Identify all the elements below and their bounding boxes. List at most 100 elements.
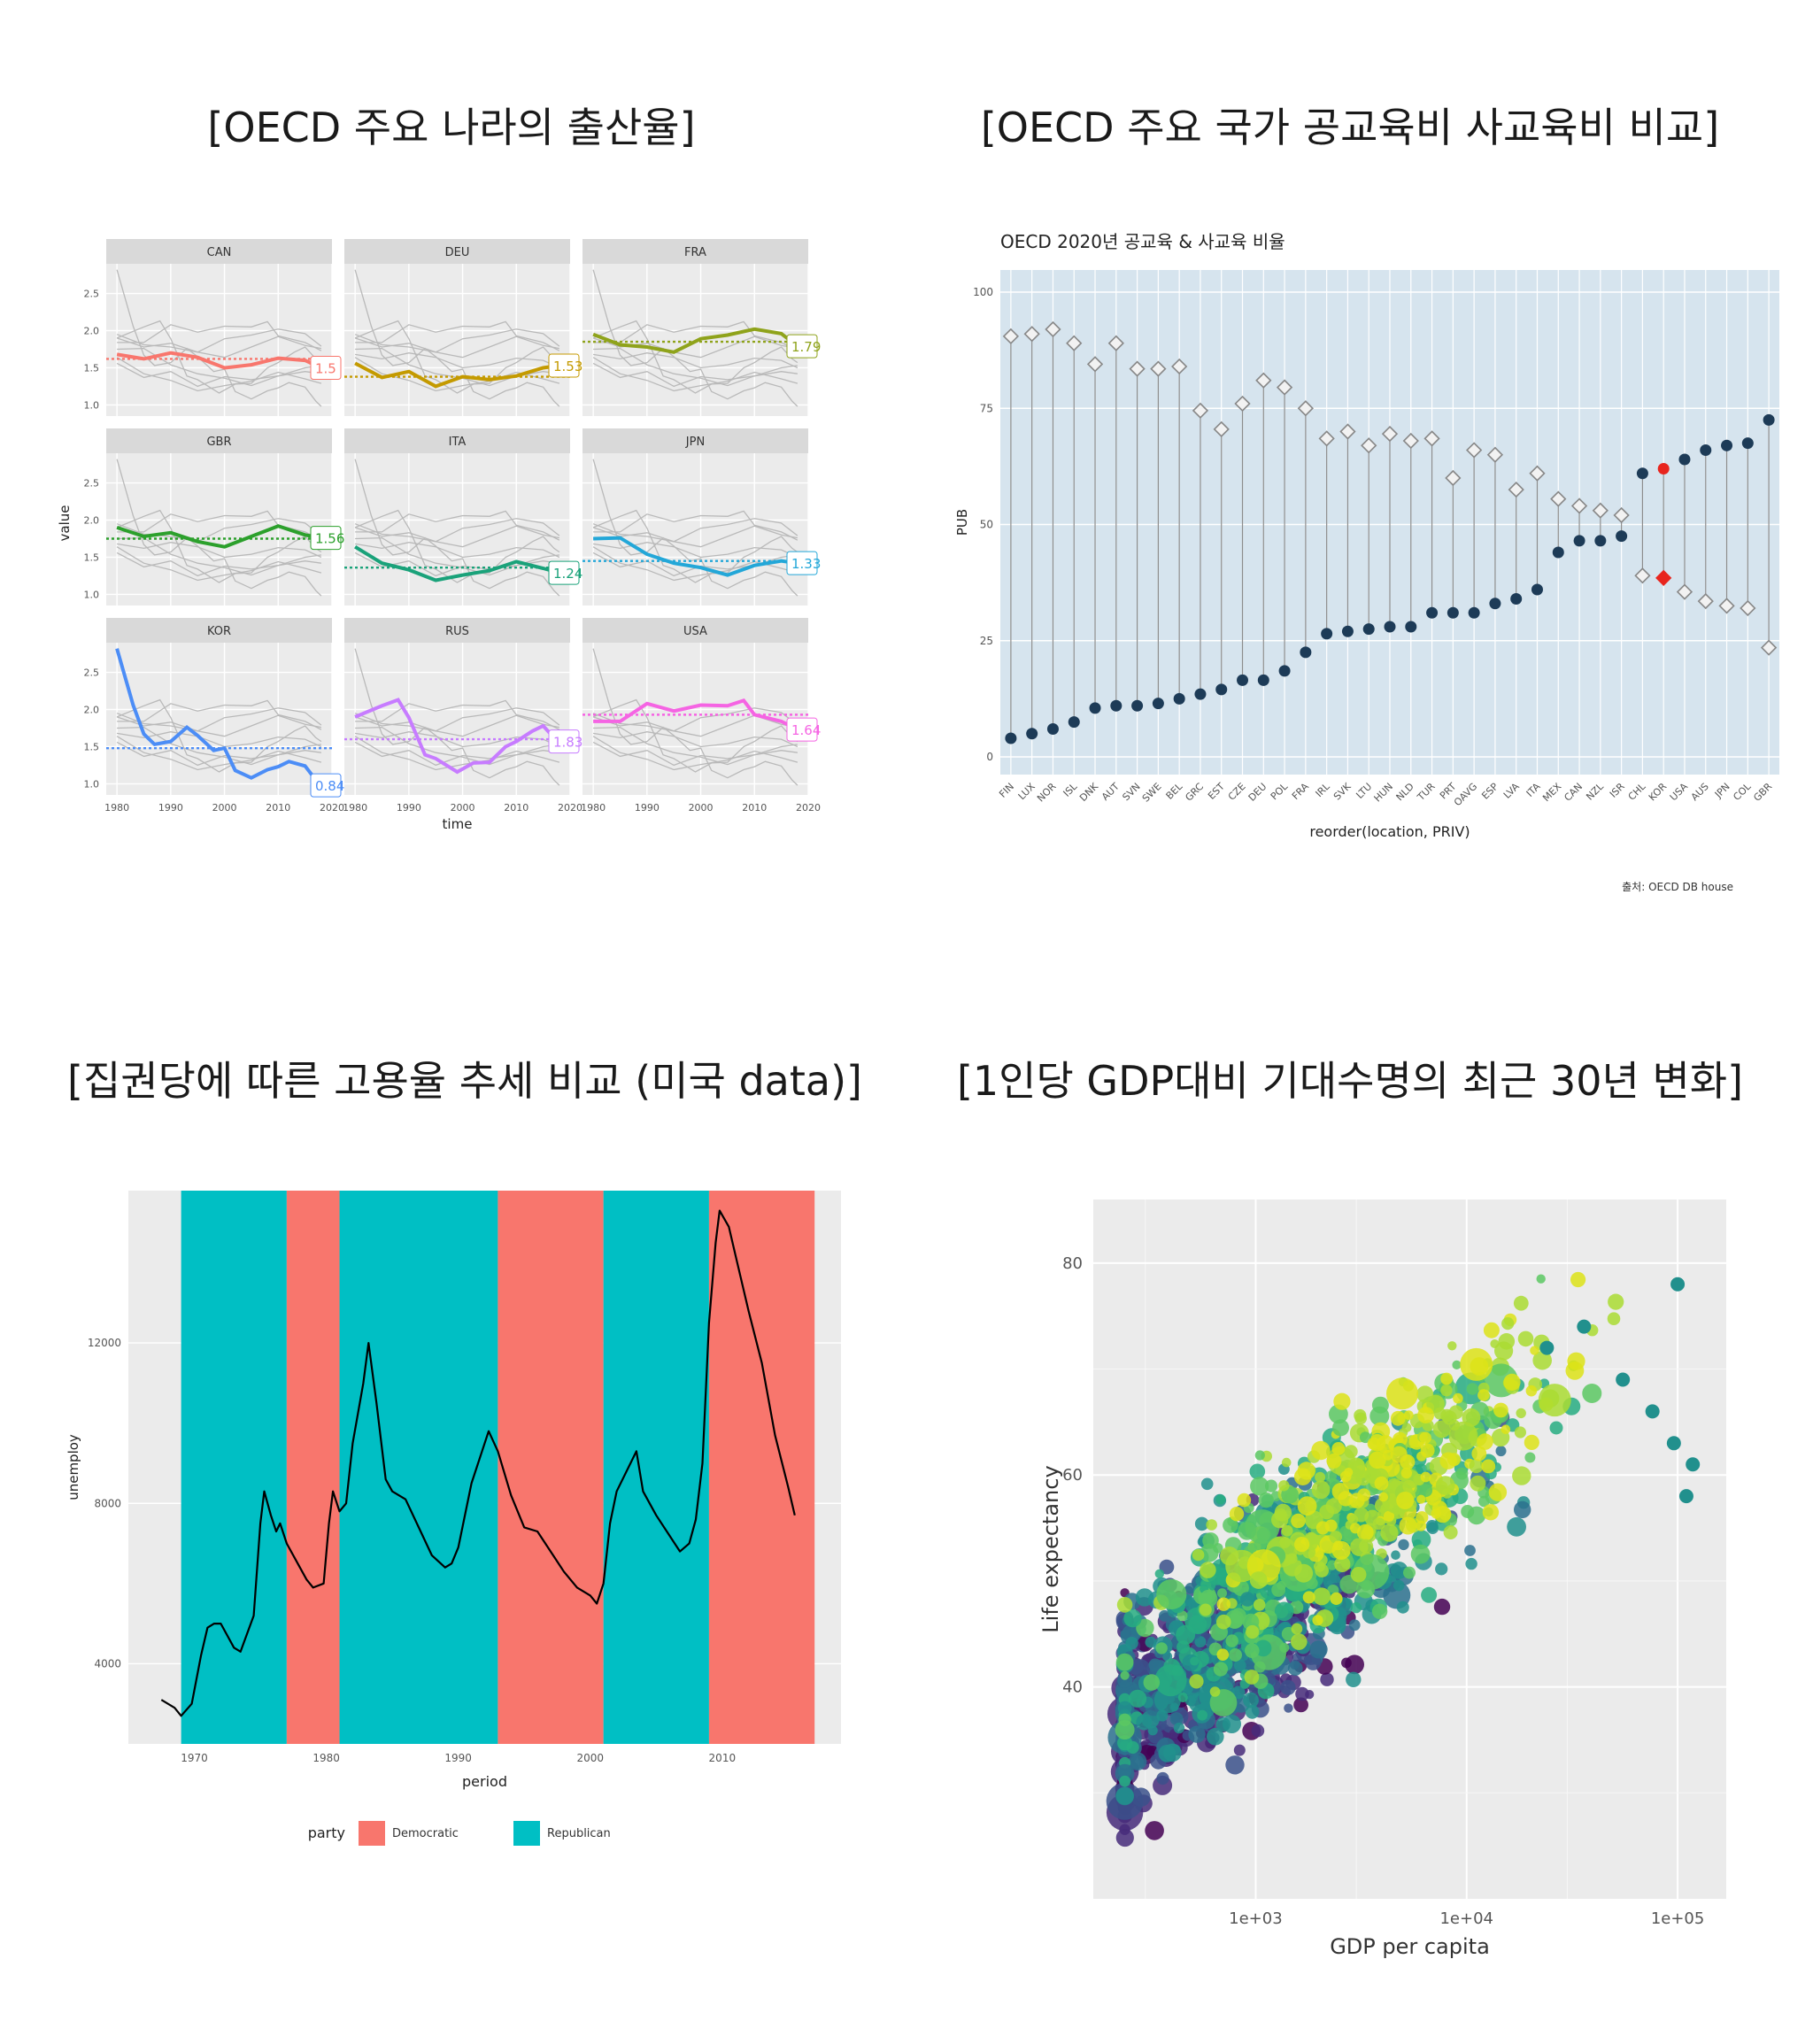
background-series-line (354, 736, 560, 771)
series-line-jpn (593, 536, 798, 577)
data-point (1453, 1392, 1463, 1404)
facet-strip (582, 428, 808, 453)
x-tick-label: CZE (1226, 781, 1248, 803)
x-tick-label: LTU (1354, 781, 1374, 801)
pub-diamond (1129, 360, 1146, 377)
background-series-line (592, 731, 798, 748)
data-point (1378, 1492, 1388, 1502)
data-point (1202, 1532, 1219, 1549)
background-series-line (592, 542, 798, 559)
data-point (1117, 1701, 1132, 1716)
facet-label: FRA (684, 246, 706, 259)
facet-label: USA (683, 625, 707, 638)
data-point (1371, 1603, 1388, 1619)
end-label-box (786, 551, 818, 575)
data-point (1237, 1493, 1252, 1508)
data-point (1532, 1350, 1552, 1370)
data-point (1123, 1608, 1142, 1628)
facet-strip (106, 239, 332, 264)
end-label: 1.53 (553, 359, 582, 374)
data-point (1396, 1600, 1409, 1614)
background-series-line (117, 726, 321, 766)
data-point (1354, 1408, 1367, 1423)
data-point (1119, 1775, 1130, 1787)
data-point (1216, 1648, 1230, 1661)
background-series-line (354, 336, 560, 359)
data-point (1194, 1516, 1209, 1531)
y-tick-label: 80 (1062, 1254, 1083, 1273)
x-tick-label: SVK (1331, 780, 1354, 802)
end-label: 1.79 (791, 339, 821, 355)
x-tick-label: NLD (1394, 781, 1416, 803)
data-point (1159, 1559, 1175, 1575)
data-point (1512, 1466, 1531, 1485)
data-point (1320, 1672, 1334, 1686)
data-point (1616, 1372, 1631, 1387)
data-point (1440, 1385, 1453, 1397)
end-label-box (786, 334, 818, 359)
data-point (1396, 1492, 1415, 1509)
background-series-line (116, 698, 322, 773)
data-point (1455, 1467, 1469, 1480)
data-point (1403, 1566, 1416, 1579)
data-point (1332, 1419, 1349, 1437)
data-point (1372, 1517, 1385, 1531)
data-point (1331, 1483, 1349, 1500)
background-series-line (592, 320, 798, 394)
pub-diamond (1213, 420, 1230, 438)
title-life-expectancy: [1인당 GDP대비 기대수명의 최근 30년 변화] (956, 1057, 1744, 1105)
data-point (1330, 1592, 1343, 1605)
pub-diamond (1445, 469, 1462, 487)
x-tick-label: ISR (1608, 781, 1627, 800)
title-education: [OECD 주요 국가 공교육비 사교육비 비교] (980, 104, 1720, 151)
priv-dot (1046, 723, 1059, 735)
data-point (1313, 1587, 1331, 1606)
data-point (1400, 1467, 1412, 1479)
data-point (1223, 1517, 1238, 1533)
data-point (1156, 1771, 1169, 1786)
x-tick-label: 1990 (444, 1752, 472, 1764)
priv-dot (1194, 688, 1207, 700)
data-point (1401, 1423, 1412, 1432)
pub-diamond (1276, 379, 1293, 396)
background-series-line (592, 509, 798, 583)
title-fertility: [OECD 주요 나라의 출산율] (207, 104, 696, 151)
priv-dot (1405, 621, 1417, 633)
priv-dot (1278, 665, 1291, 677)
pub-diamond (1107, 335, 1124, 351)
data-point (1348, 1619, 1361, 1631)
data-point (1115, 1653, 1134, 1671)
data-point (1524, 1452, 1536, 1463)
x-tick-label: IRL (1314, 780, 1333, 799)
y-tick-label: 2.0 (84, 515, 100, 527)
data-point (1350, 1538, 1369, 1556)
pub-diamond (1570, 498, 1588, 514)
x-tick-label: ESP (1479, 781, 1501, 802)
data-point (1398, 1539, 1409, 1551)
background-series-line (355, 726, 559, 766)
priv-dot (1700, 444, 1712, 456)
data-point (1120, 1670, 1130, 1680)
facet-label: ITA (449, 436, 467, 449)
data-point (1448, 1421, 1478, 1451)
facet-strip (582, 618, 808, 643)
priv-dot (1362, 623, 1375, 636)
background-series-line (355, 320, 560, 351)
data-point (1376, 1435, 1395, 1454)
data-point (1200, 1477, 1214, 1491)
data-point (1206, 1519, 1217, 1531)
data-point (1461, 1505, 1475, 1518)
data-point (1608, 1293, 1624, 1310)
data-point (1243, 1692, 1259, 1708)
data-point (1416, 1520, 1427, 1531)
data-point (1501, 1424, 1511, 1434)
data-point (1386, 1377, 1418, 1410)
party-period-band (181, 1191, 287, 1744)
priv-dot (1321, 628, 1333, 640)
data-point (1314, 1561, 1325, 1572)
data-point (1481, 1459, 1496, 1474)
data-point (1177, 1693, 1188, 1702)
data-point (1291, 1623, 1303, 1635)
background-series-line (592, 736, 798, 771)
data-point (1460, 1347, 1493, 1381)
